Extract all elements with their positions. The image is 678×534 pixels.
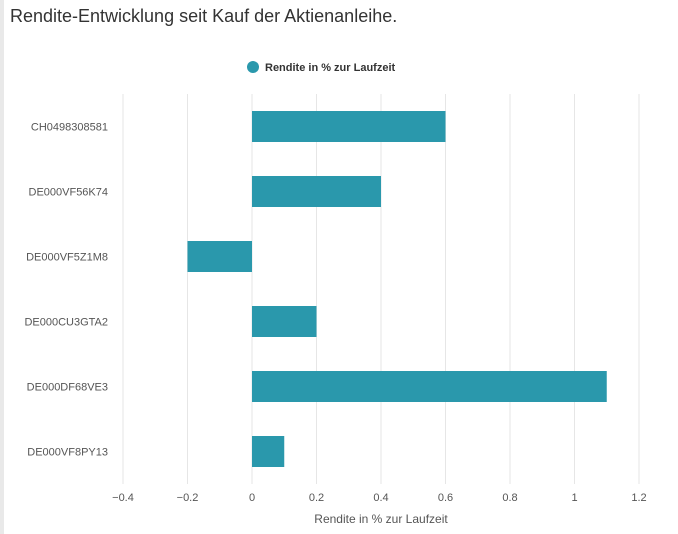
category-label: DE000VF5Z1M8	[26, 252, 108, 264]
x-tick-label: 0.4	[373, 492, 388, 504]
legend-label: Rendite in % zur Laufzeit	[265, 62, 396, 74]
legend-marker	[247, 61, 259, 73]
bars	[187, 111, 607, 467]
category-label: DE000CU3GTA2	[24, 317, 108, 329]
x-tick-label: 1.2	[631, 492, 646, 504]
bar[interactable]	[252, 111, 446, 142]
bar[interactable]	[252, 306, 317, 337]
x-tick-label: 0.2	[309, 492, 324, 504]
category-label: DE000VF56K74	[29, 187, 109, 199]
x-tick-label: 0.8	[502, 492, 517, 504]
x-axis-title: Rendite in % zur Laufzeit	[314, 512, 448, 526]
x-tick-label: 1	[571, 492, 577, 504]
bar[interactable]	[187, 241, 253, 272]
bar[interactable]	[252, 436, 285, 467]
legend[interactable]: Rendite in % zur Laufzeit	[247, 61, 396, 74]
category-label: CH0498308581	[31, 122, 108, 134]
page-title: Rendite-Entwicklung seit Kauf der Aktien…	[10, 6, 398, 26]
bar[interactable]	[252, 176, 381, 207]
x-axis-ticks: −0.4 −0.2 0 0.2 0.4 0.6 0.8 1 1.2	[112, 492, 647, 504]
left-border	[0, 0, 4, 534]
x-tick-label: −0.4	[112, 492, 134, 504]
x-tick-label: 0.6	[438, 492, 453, 504]
grid-lines	[122, 94, 640, 484]
category-label: DE000DF68VE3	[27, 382, 108, 394]
x-tick-label: −0.2	[177, 492, 199, 504]
category-label: DE000VF8PY13	[27, 447, 108, 459]
bar[interactable]	[252, 371, 607, 402]
x-tick-label: 0	[249, 492, 255, 504]
category-labels: CH0498308581 DE000VF56K74 DE000VF5Z1M8 DE00…	[24, 122, 108, 459]
